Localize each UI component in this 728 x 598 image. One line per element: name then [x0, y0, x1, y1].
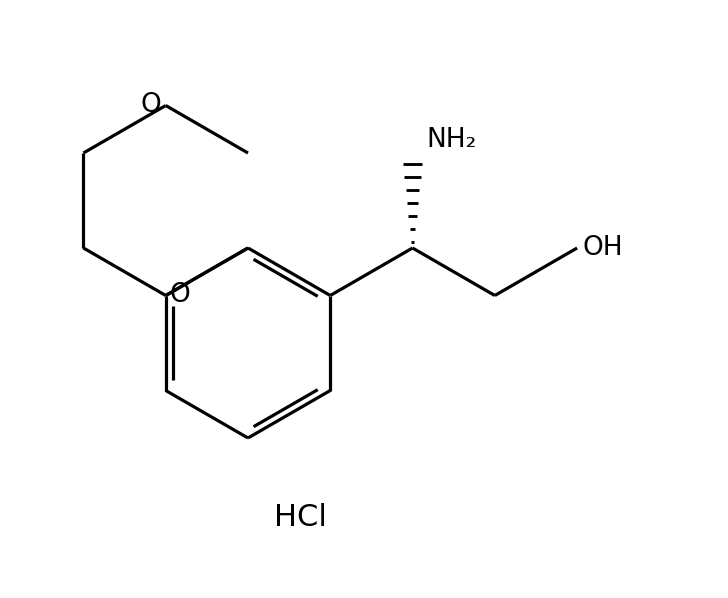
Text: O: O [141, 93, 162, 118]
Text: HCl: HCl [274, 504, 326, 532]
Text: OH: OH [582, 235, 622, 261]
Text: NH₂: NH₂ [427, 127, 477, 152]
Text: O: O [170, 282, 191, 309]
